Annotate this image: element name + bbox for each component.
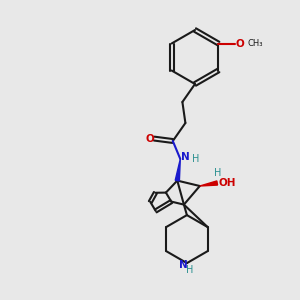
Text: N: N [181,152,190,162]
Text: O: O [146,134,154,144]
Text: N: N [178,260,188,270]
Text: CH₃: CH₃ [248,39,263,48]
Text: OH: OH [219,178,236,188]
Text: H: H [214,168,221,178]
Polygon shape [175,159,180,181]
Text: O: O [236,38,244,49]
Polygon shape [200,181,218,186]
Text: H: H [192,154,199,164]
Text: H: H [186,265,194,275]
